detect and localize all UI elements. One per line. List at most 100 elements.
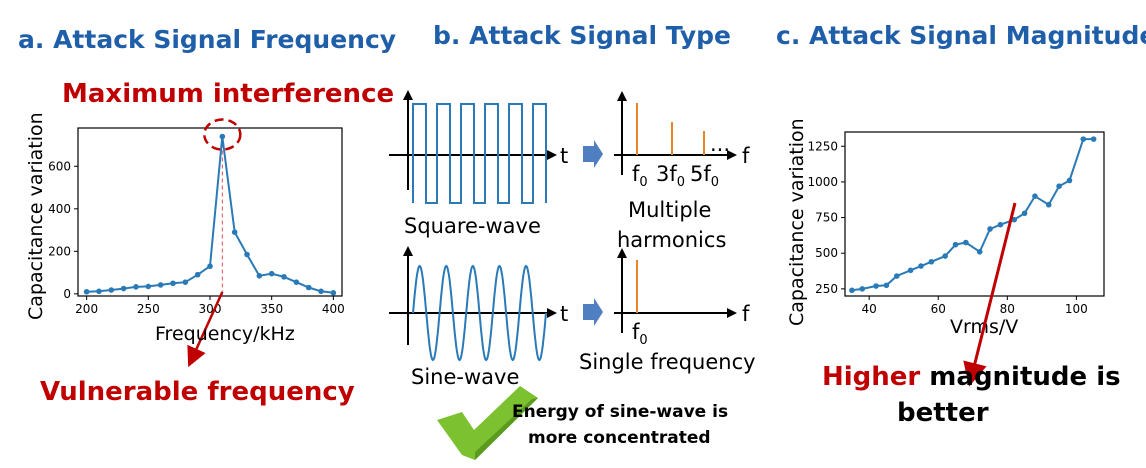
chart-c-xtick-label: 100 — [1065, 302, 1088, 316]
harmonics-label: harmonics — [617, 228, 726, 252]
chart-a-data-point — [330, 290, 337, 296]
chart-a-ytick-label: 600 — [48, 159, 71, 173]
chart-a-ylabel: Capacitance variation — [25, 112, 47, 320]
label-5f0: 5f0 — [690, 162, 719, 190]
chart-c-data-point — [849, 287, 855, 294]
chart-c-data-point — [873, 283, 879, 289]
chart-a-data-point — [157, 282, 164, 288]
chart-c-series-line — [851, 138, 1094, 292]
chart-c-data-point — [1080, 136, 1087, 142]
chart-c-data-point — [894, 273, 900, 279]
magnitude-is-word: magnitude is — [920, 362, 1120, 392]
chart-c-data-point — [1056, 183, 1062, 189]
single-frequency-label: Single frequency — [579, 350, 756, 374]
higher-magnitude-line: Higher magnitude is — [822, 362, 1121, 392]
sine-spectrum-plot: f f0 Single frequency — [579, 248, 756, 374]
transform-arrow-sine — [583, 298, 603, 326]
chart-a-data-point — [194, 271, 201, 278]
chart-a-data-point — [96, 288, 102, 295]
title-c: c. Attack Signal Magnitude — [776, 21, 1146, 50]
chart-c-data-point — [942, 253, 948, 259]
chart-c-ytick-label: 250 — [815, 282, 838, 296]
square-spectrum-plot: ... f f0 3f0 5f0 Multiple harmonics — [614, 91, 750, 252]
max-interference-label: Maximum interference — [62, 79, 394, 109]
chart-a-ytick-label: 200 — [48, 244, 71, 258]
chart-a-ytick-label: 400 — [48, 202, 71, 216]
harmonics-ellipsis: ... — [710, 132, 730, 156]
title-a: a. Attack Signal Frequency — [18, 25, 396, 54]
better-word: better — [897, 398, 989, 428]
chart-c-ytick-label: 1000 — [807, 175, 838, 189]
chart-c-ytick-label: 750 — [815, 211, 838, 225]
energy-line-1: Energy of sine-wave is — [512, 402, 728, 422]
chart-c-xtick-label: 80 — [1000, 302, 1015, 316]
chart-a-data-point — [293, 279, 300, 285]
chart-a-data-point — [145, 283, 152, 290]
chart-a-data-point — [133, 284, 139, 290]
label-f0: f0 — [632, 162, 648, 190]
check-mark-shade — [475, 398, 538, 460]
chart-c: 40 60 80 100 250 500 750 1000 1250 — [807, 131, 1105, 316]
chart-a-data-point — [182, 279, 189, 285]
chart-a-series-line — [86, 136, 334, 294]
sine-wave-trace — [412, 264, 547, 362]
chart-c-ytick-label: 1250 — [807, 139, 838, 153]
chart-c-data-point — [883, 282, 890, 289]
chart-c-data-point — [1021, 210, 1028, 217]
chart-a-xtick-label: 350 — [260, 302, 283, 316]
chart-c-ytick-label: 500 — [815, 246, 838, 260]
chart-a-xlabel: Frequency/kHz — [155, 323, 295, 345]
chart-a-frame — [77, 127, 343, 297]
chart-a-peak-circle — [203, 118, 242, 151]
energy-line-2: more concentrated — [528, 428, 711, 448]
chart-a-data-point — [244, 251, 250, 258]
square-t-label: t — [560, 144, 568, 168]
chart-c-xtick-label: 60 — [931, 302, 946, 316]
chart-c-data-point — [1011, 216, 1018, 223]
vulnerable-frequency-label: Vulnerable frequency — [40, 377, 355, 407]
chart-c-ylabel: Capacitance variation — [786, 118, 808, 326]
chart-a-data-point — [219, 133, 226, 140]
chart-a-data-point — [318, 288, 324, 295]
chart-a-data-point — [120, 285, 127, 292]
chart-a-xtick-label: 250 — [137, 302, 160, 316]
chart-a-xtick-label: 400 — [322, 302, 345, 316]
chart-c-data-point — [997, 221, 1004, 228]
chart-c-data-point — [907, 267, 914, 274]
chart-c-data-point — [1090, 136, 1097, 142]
square-wave-trace — [412, 103, 547, 204]
chart-a-data-point — [170, 280, 176, 287]
square-wave-plot: t Square-wave — [389, 90, 568, 238]
chart-a-data-point — [108, 287, 115, 293]
chart-a-data-point — [231, 229, 238, 236]
chart-c-xtick-label: 40 — [862, 302, 877, 316]
chart-c-data-point — [976, 248, 983, 255]
title-b: b. Attack Signal Type — [433, 21, 731, 50]
label-3f0: 3f0 — [656, 162, 685, 190]
check-mark-icon — [437, 386, 538, 460]
chart-c-data-point — [1032, 193, 1038, 199]
chart-a-xtick-label: 200 — [75, 302, 98, 316]
magnitude-arrow — [963, 202, 1017, 387]
sine-wave-label: Sine-wave — [411, 365, 519, 389]
chart-a-vulnerable-arrow — [187, 291, 224, 368]
chart-a-ytick-label: 0 — [63, 287, 71, 301]
chart-c-frame — [844, 131, 1105, 297]
chart-c-data-point — [952, 241, 959, 248]
multiple-label: Multiple — [628, 198, 711, 222]
chart-c-data-point — [918, 263, 924, 269]
chart-a-data-point — [305, 284, 312, 291]
chart-c-data-point — [963, 239, 969, 246]
chart-c-data-point — [859, 286, 866, 292]
chart-a-data-point — [268, 270, 275, 277]
chart-a-data-point — [83, 288, 90, 295]
sine-f-label: f — [742, 302, 750, 326]
chart-a-data-point — [256, 272, 263, 279]
square-wave-label: Square-wave — [404, 214, 541, 238]
label-sine-f0: f0 — [632, 320, 648, 348]
chart-a-data-point — [207, 263, 213, 270]
chart-c-data-point — [1066, 177, 1073, 184]
chart-c-data-point — [987, 226, 993, 232]
